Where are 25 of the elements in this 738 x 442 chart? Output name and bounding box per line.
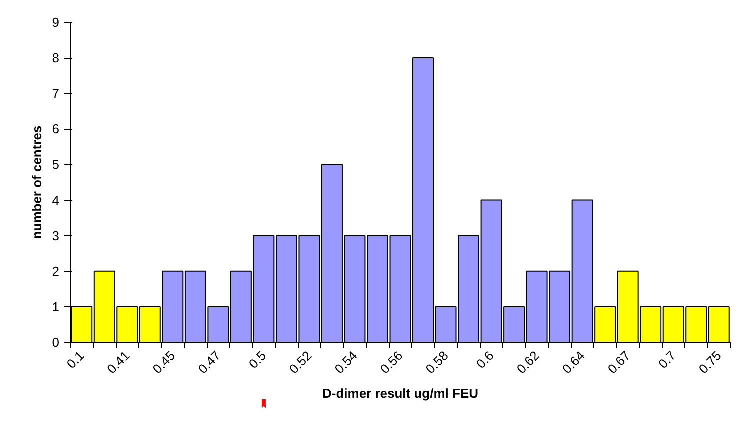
x-tick-label: 0.75 [696,348,724,377]
x-tick-label: 0.45 [150,348,178,377]
x-tick-label: 0.58 [422,348,452,377]
y-tick-label: 2 [52,264,60,279]
y-tick-label: 6 [52,122,60,137]
x-tick-label: 0.54 [332,348,360,377]
x-tick-label: 0.1 [64,348,88,372]
y-tick-label: 5 [52,157,60,172]
x-axis-title: D-dimer result ug/ml FEU [322,386,479,401]
y-axis-title: number of centres [29,126,44,240]
y-tick-label: 4 [52,192,60,208]
x-tick-label: 0.64 [559,348,588,377]
x-tick-label: 0.62 [514,348,542,377]
y-tick-label: 0 [52,335,60,350]
x-tick-label: 0.41 [104,348,133,377]
y-tick-label: 7 [52,86,60,102]
x-tick-label: 0.56 [377,348,406,377]
x-tick-label: 0.52 [286,348,315,377]
y-tick-label: 8 [52,50,60,66]
y-tick-label: 3 [52,228,60,244]
x-tick-label: 0.7 [656,348,679,372]
x-tick-label: 0.6 [473,348,497,372]
y-tick-label: 1 [52,299,60,314]
y-tick-label: 9 [52,15,60,30]
x-tick-label: 0.5 [246,348,270,372]
